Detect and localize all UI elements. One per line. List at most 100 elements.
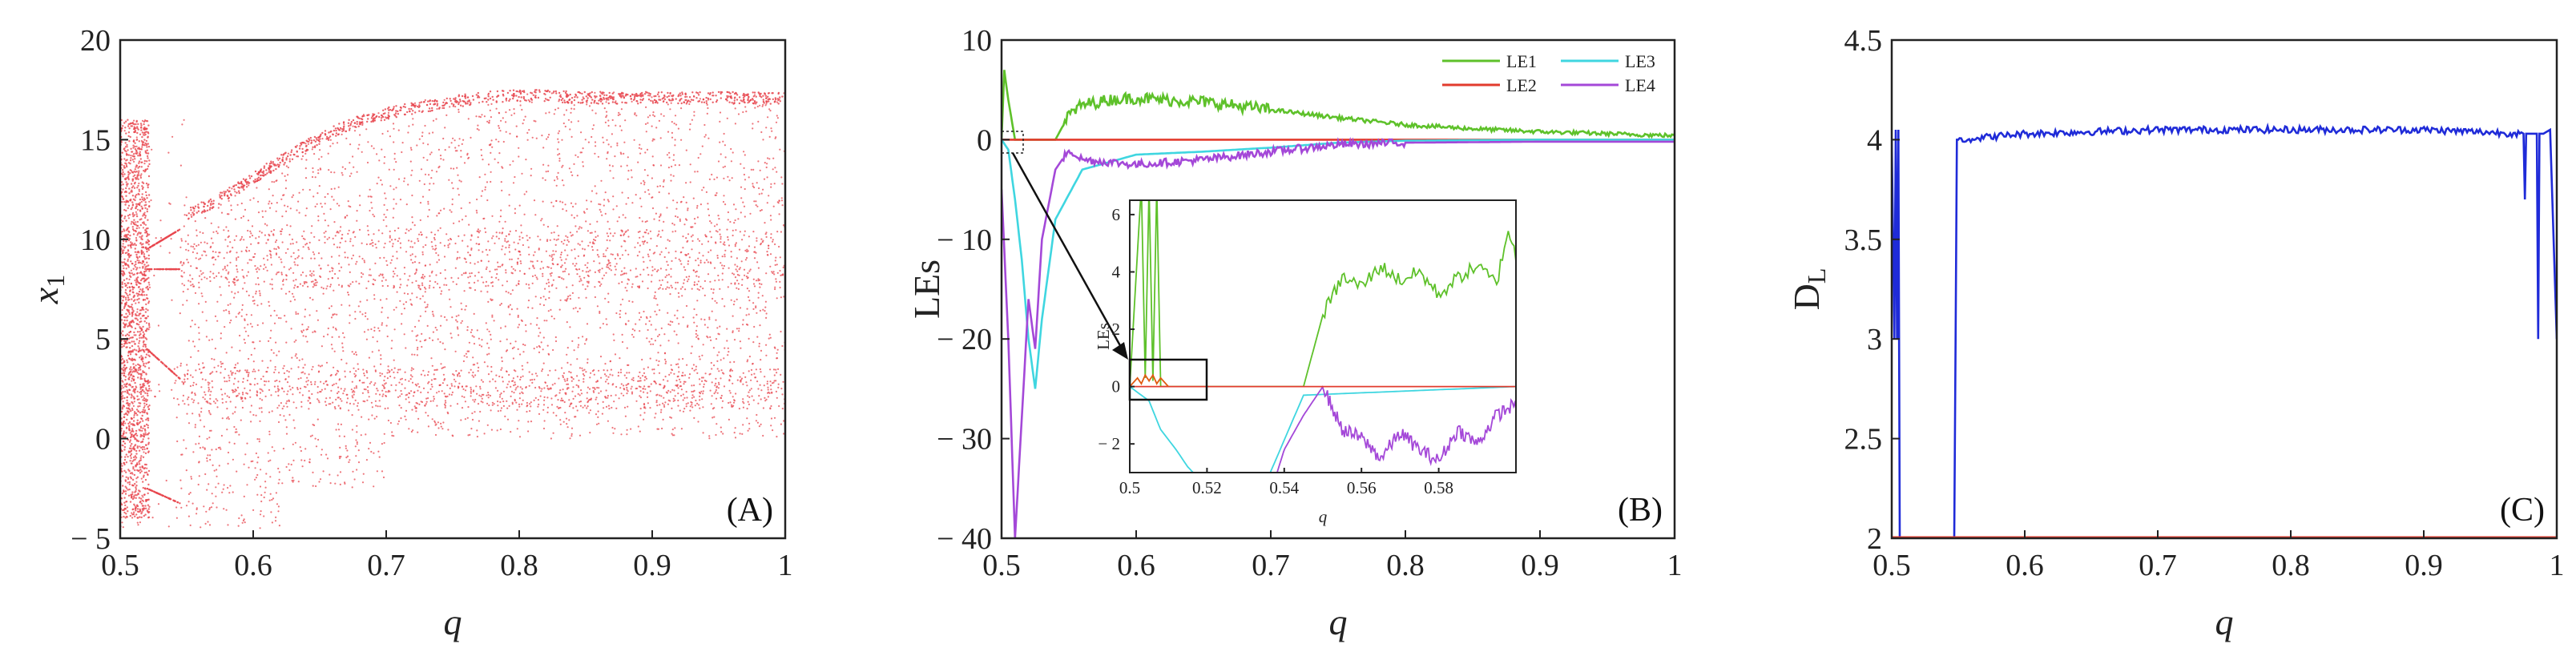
scatter-point <box>665 247 667 249</box>
scatter-point <box>392 243 394 245</box>
scatter-point <box>698 404 700 406</box>
scatter-point <box>353 387 356 389</box>
scatter-point <box>122 445 124 447</box>
scatter-point <box>135 236 138 239</box>
scatter-point <box>671 407 673 409</box>
scatter-point <box>396 257 398 260</box>
scatter-point <box>332 313 334 316</box>
scatter-point <box>609 239 611 242</box>
scatter-point <box>285 320 288 323</box>
scatter-point <box>402 303 405 305</box>
scatter-point <box>236 264 238 267</box>
scatter-point <box>433 396 435 398</box>
scatter-point <box>353 367 355 369</box>
scatter-point <box>611 374 614 376</box>
scatter-point <box>454 147 457 149</box>
scatter-point <box>610 253 612 256</box>
scatter-point <box>226 417 228 420</box>
scatter-point <box>298 359 300 361</box>
scatter-point <box>345 240 347 243</box>
scatter-point <box>500 181 502 183</box>
scatter-point <box>632 379 635 381</box>
scatter-point <box>693 389 695 392</box>
scatter-point <box>332 326 335 328</box>
scatter-point <box>208 384 210 386</box>
scatter-point <box>574 248 576 251</box>
scatter-point <box>191 320 193 322</box>
scatter-point <box>484 227 486 230</box>
scatter-point <box>759 210 762 212</box>
scatter-point <box>546 239 549 243</box>
scatter-point <box>399 278 401 280</box>
scatter-point <box>390 239 393 241</box>
scatter-point <box>673 434 675 437</box>
scatter-point <box>748 396 751 398</box>
scatter-point <box>557 399 559 401</box>
scatter-point <box>753 251 756 253</box>
scatter-point <box>560 253 562 256</box>
scatter-point <box>634 113 636 115</box>
scatter-point <box>268 388 271 391</box>
scatter-point <box>644 231 647 234</box>
scatter-point <box>562 421 565 423</box>
scatter-point <box>477 261 479 264</box>
scatter-point <box>245 250 248 252</box>
scatter-point <box>223 257 225 260</box>
scatter-point <box>683 223 686 226</box>
scatter-point <box>773 183 776 185</box>
scatter-point <box>775 278 777 280</box>
scatter-point <box>304 215 307 217</box>
scatter-point <box>187 261 190 264</box>
scatter-point <box>178 404 180 406</box>
scatter-point <box>576 375 578 377</box>
scatter-point <box>476 211 478 214</box>
scatter-point <box>544 381 546 384</box>
scatter-point <box>460 150 462 152</box>
scatter-point <box>351 380 353 383</box>
scatter-point <box>143 404 146 407</box>
scatter-point <box>736 273 740 276</box>
scatter-point <box>597 155 600 158</box>
scatter-point <box>682 316 684 319</box>
scatter-point <box>733 300 736 303</box>
scatter-point <box>307 246 309 249</box>
scatter-point <box>425 403 427 405</box>
scatter-point <box>611 119 614 121</box>
scatter-point <box>498 125 500 127</box>
scatter-point <box>277 271 280 273</box>
scatter-point <box>470 262 472 264</box>
scatter-point <box>724 165 727 167</box>
scatter-point <box>216 400 219 402</box>
scatter-point <box>434 433 437 437</box>
scatter-point <box>283 390 285 392</box>
scatter-point <box>204 522 207 525</box>
scatter-point <box>228 321 232 324</box>
scatter-point <box>752 302 755 304</box>
scatter-point <box>779 286 781 289</box>
scatter-point <box>583 380 585 383</box>
scatter-point <box>198 435 200 438</box>
scatter-point <box>411 376 413 378</box>
scatter-point <box>699 399 701 401</box>
scatter-point <box>427 215 429 218</box>
scatter-point <box>422 142 425 144</box>
scatter-point <box>338 204 341 207</box>
scatter-point <box>342 332 345 334</box>
scatter-point <box>430 379 433 381</box>
scatter-point <box>666 154 669 156</box>
scatter-point <box>200 270 202 272</box>
scatter-point <box>773 417 776 419</box>
scatter-point <box>399 247 402 249</box>
scatter-point <box>337 231 339 233</box>
scatter-point <box>550 275 552 277</box>
scatter-point <box>427 425 430 428</box>
scatter-point <box>141 377 143 380</box>
scatter-point <box>630 169 633 171</box>
scatter-point <box>131 368 133 371</box>
scatter-point <box>437 390 440 392</box>
scatter-point <box>381 395 384 397</box>
scatter-point <box>780 373 782 376</box>
scatter-point <box>286 405 288 408</box>
scatter-point <box>257 200 260 203</box>
scatter-point <box>606 378 608 380</box>
